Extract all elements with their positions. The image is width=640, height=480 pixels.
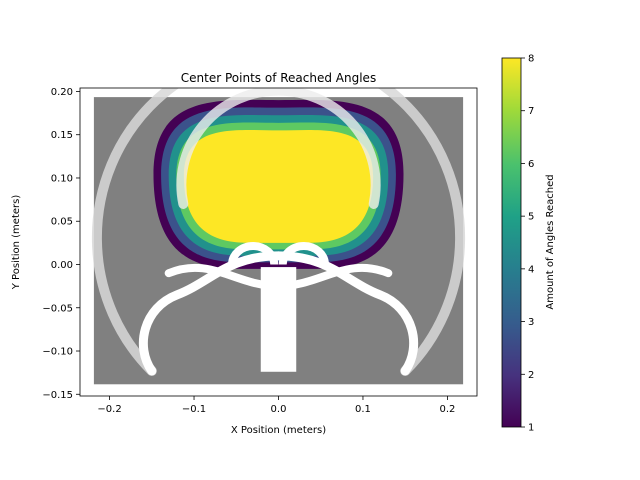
colorbar-tick-label: 5: [528, 212, 534, 223]
y-tick-label: 0.05: [51, 217, 73, 228]
y-tick-label: −0.05: [42, 303, 73, 314]
colorbar-label: Amount of Angles Reached: [545, 174, 556, 309]
colorbar-tick-label: 2: [528, 370, 534, 381]
y-tick-label: 0.00: [51, 260, 73, 271]
x-axis: −0.2 −0.1 0.0 0.1 0.2: [97, 396, 455, 415]
y-axis: −0.15 −0.10 −0.05 0.00 0.05 0.10 0.15 0.20: [42, 87, 80, 401]
colorbar-tick-label: 3: [528, 317, 534, 328]
y-tick-label: 0.15: [51, 130, 73, 141]
right-lobe-path: [274, 251, 419, 376]
y-tick-label: 0.10: [51, 173, 73, 184]
colorbar-tick-label: 1: [528, 423, 534, 434]
y-tick-label: −0.10: [42, 347, 73, 358]
reached-level-8: [183, 129, 374, 243]
colorbar-tick-label: 8: [528, 54, 534, 65]
bump-path-1: [228, 242, 279, 265]
colorbar: 1 2 3 4 5 6 7 8 Amount of Angles Reached: [501, 54, 556, 434]
colorbar-gradient: [501, 57, 522, 428]
x-tick-label: 0.2: [439, 404, 455, 415]
y-tick-label: 0.20: [51, 87, 73, 98]
colorbar-tick-label: 6: [528, 159, 534, 170]
inner-arc-path: [176, 88, 381, 209]
colorbar-tick-label: 4: [528, 264, 534, 275]
x-tick-label: −0.1: [182, 404, 206, 415]
x-axis-label: X Position (meters): [231, 425, 326, 436]
chart-title: Center Points of Reached Angles: [181, 71, 376, 85]
y-axis-label: Y Position (meters): [11, 195, 22, 291]
plot-area: [91, 88, 466, 385]
x-tick-label: 0.0: [271, 404, 287, 415]
colorbar-ticks: 1 2 3 4 5 6 7 8: [521, 54, 534, 434]
base-column: [260, 267, 297, 372]
colorbar-tick-label: 7: [528, 106, 534, 117]
y-tick-label: −0.15: [42, 390, 73, 401]
trajectory-paths: [91, 88, 466, 376]
x-tick-label: 0.1: [355, 404, 371, 415]
outer-arc-path: [91, 88, 466, 376]
reached-region: [153, 99, 404, 269]
x-tick-label: −0.2: [97, 404, 121, 415]
bump-path-2: [278, 242, 329, 265]
left-lobe-path: [138, 251, 283, 376]
